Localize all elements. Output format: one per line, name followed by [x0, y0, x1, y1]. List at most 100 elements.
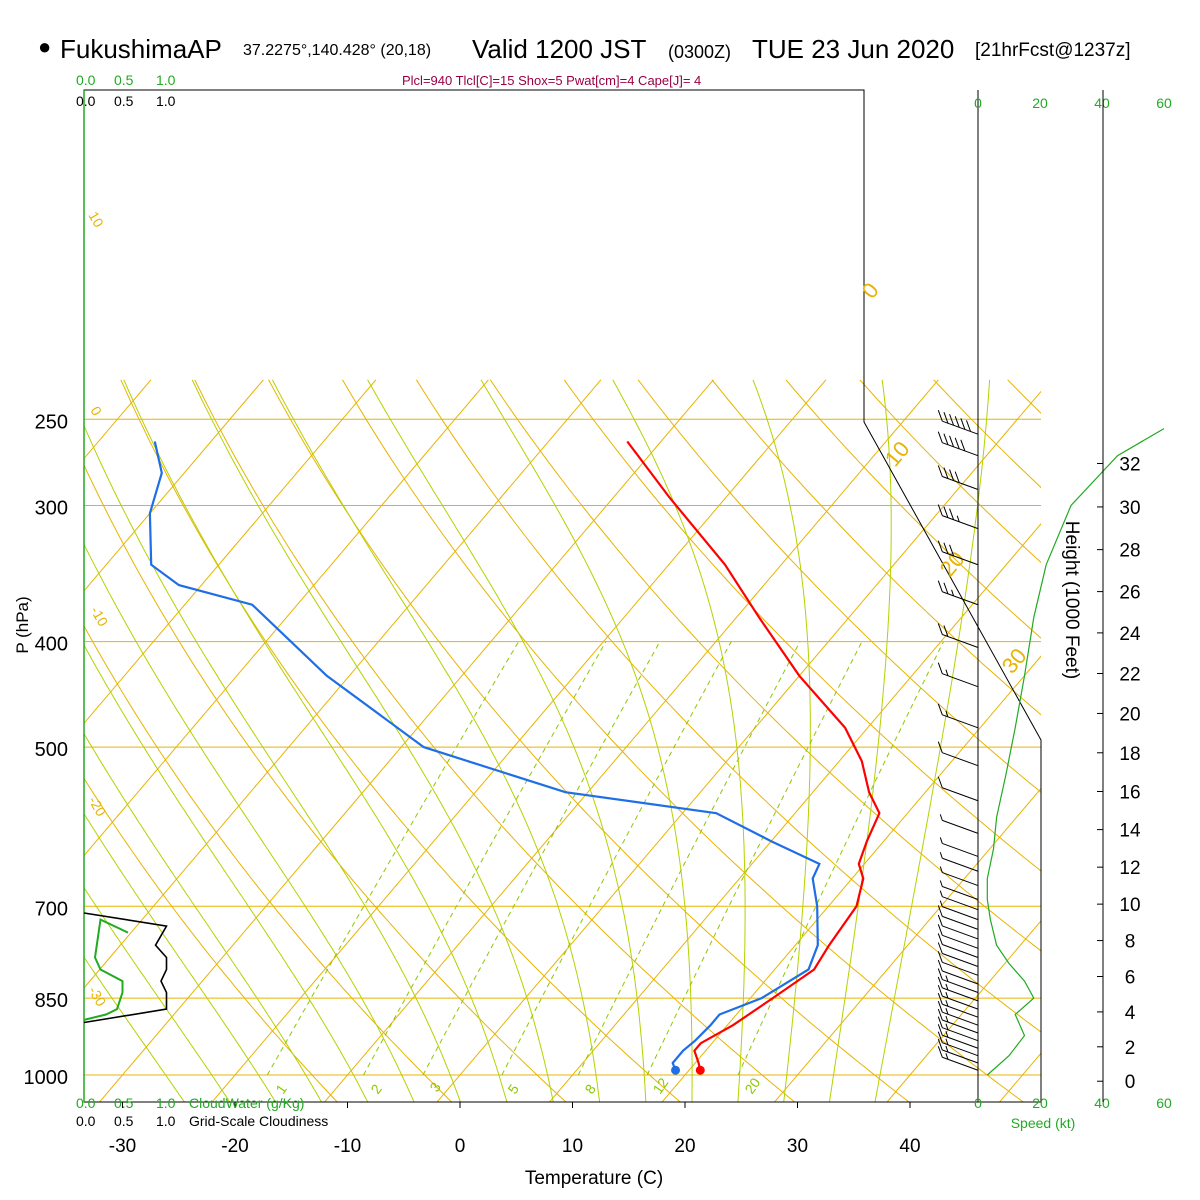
wind-barb-staff — [942, 819, 979, 834]
wind-barb-staff — [942, 995, 979, 1010]
station-coords: 37.2275°,140.428° (20,18) — [243, 42, 432, 59]
height-tick-label: 32 — [1119, 454, 1140, 475]
wind-barb — [937, 976, 979, 1002]
wind-barb-feather — [943, 542, 949, 554]
wind-barb-half-feather — [945, 975, 949, 982]
speed-tick-bottom: 20 — [1032, 1095, 1048, 1111]
wind-barb — [937, 776, 979, 802]
wind-barb-staff — [942, 752, 979, 767]
wind-barb-feather — [937, 465, 943, 477]
x-axis-label: Temperature (C) — [525, 1168, 663, 1189]
wind-barb-half-feather — [951, 589, 955, 596]
wind-barb-staff — [942, 944, 979, 958]
wind-barb-feather — [937, 976, 943, 989]
wind-barb-feather — [949, 414, 955, 426]
wind-barb-feather — [937, 703, 943, 716]
wind-barb-staff — [942, 1056, 979, 1071]
moist-adiabat-line — [480, 379, 693, 1102]
wind-barb-feather — [937, 1038, 943, 1051]
cloudiness-scale-top: 1.0 — [156, 93, 176, 109]
height-tick-label: 10 — [1119, 895, 1140, 916]
isotherm-line — [98, 379, 714, 1102]
wind-barb-staff — [942, 857, 979, 872]
wind-barb-half-feather — [939, 837, 943, 844]
wind-speed-profile — [986, 428, 1165, 1076]
wind-barb-feather — [949, 544, 955, 556]
isotherm-label: -20 — [85, 794, 109, 820]
isotherm-label: 10 — [880, 436, 915, 471]
y-axis-label: P (hPa) — [13, 596, 32, 653]
wind-barb — [937, 741, 979, 767]
wind-barb-feather — [937, 933, 943, 945]
isotherm-label: 0 — [857, 278, 884, 303]
cloudwater-scale-top: 0.5 — [114, 72, 134, 88]
wind-barb — [937, 924, 979, 949]
isotherm-line — [84, 379, 602, 989]
moist-adiabat-line — [123, 379, 508, 1102]
moist-adiabat-line — [191, 379, 554, 1102]
wind-barb-feather — [937, 951, 943, 963]
wind-barb — [937, 984, 979, 1010]
x-tick-label: -20 — [221, 1136, 248, 1157]
dry-adiabat-line — [1082, 380, 1200, 1120]
wind-barb-half-feather — [945, 669, 949, 676]
x-tick-label: 30 — [787, 1136, 808, 1157]
isotherm-label: 0 — [87, 404, 105, 419]
wind-barb-feather — [937, 959, 943, 972]
wind-barb-feather — [937, 1016, 943, 1028]
mixing-ratio-line — [577, 641, 801, 1076]
temperature-surface-dot — [695, 1065, 705, 1075]
wind-barb-feather — [937, 580, 943, 592]
dry-adiabat-line — [120, 379, 682, 1102]
pressure-tick-label: 700 — [35, 898, 68, 920]
height-tick-label: 22 — [1119, 665, 1140, 686]
wind-barb-feather — [937, 540, 943, 552]
height-tick-label: 8 — [1125, 932, 1136, 953]
wind-barb-feather — [937, 504, 943, 516]
wind-barb-feather — [937, 662, 943, 674]
cloudiness-scale-bottom: 0.0 — [76, 1113, 96, 1129]
pressure-tick-label: 850 — [35, 990, 68, 1012]
wind-barb-feather — [954, 416, 960, 428]
dewpoint-trace — [148, 441, 821, 1071]
dry-adiabat-line — [1007, 379, 1041, 414]
wind-barb-half-feather — [945, 992, 949, 999]
wind-barb — [937, 410, 979, 435]
height-tick-label: 2 — [1125, 1038, 1136, 1059]
wind-barb — [937, 1008, 979, 1034]
wind-barb-staff — [942, 1034, 979, 1049]
dry-adiabat-line — [194, 379, 796, 1102]
wind-barb-feather — [949, 508, 955, 520]
isotherm-line — [211, 379, 827, 1102]
wind-barb-feather — [937, 776, 943, 788]
wind-barb — [939, 837, 979, 857]
valid-time: Valid 1200 JST — [472, 34, 647, 64]
cloudwater-profile — [83, 918, 129, 1021]
wind-barb-staff — [942, 925, 979, 940]
wind-barb-staff — [942, 886, 979, 900]
wind-barb-feather — [943, 582, 949, 594]
wind-barb-staff — [942, 1049, 979, 1064]
station-dot: ● — [38, 34, 52, 59]
height-tick-label: 18 — [1119, 744, 1140, 765]
speed-axis-label: Speed (kt) — [1011, 1115, 1076, 1131]
isotherm-line — [323, 379, 939, 1102]
dewpoint-surface-dot — [671, 1065, 681, 1075]
isotherm-line — [84, 379, 152, 460]
isotherm-line — [0, 380, 38, 1120]
cloudiness-profile — [83, 912, 168, 1024]
pressure-tick-label: 250 — [35, 411, 68, 433]
wind-barb-half-feather — [939, 880, 943, 887]
wind-barb-staff — [942, 915, 979, 930]
height-tick-label: 24 — [1119, 624, 1141, 645]
mixing-ratio-label: 20 — [741, 1075, 763, 1097]
isotherm-label: 10 — [85, 209, 107, 231]
wind-barb-feather — [960, 418, 966, 430]
wind-barb-half-feather — [939, 866, 943, 873]
wind-barb-staff — [942, 979, 979, 994]
height-tick-label: 6 — [1125, 967, 1136, 988]
wind-barb-feather — [937, 741, 943, 753]
wind-barb-feather — [960, 439, 966, 452]
dry-adiabat-line — [268, 379, 910, 1102]
wind-barb-half-feather — [939, 900, 943, 907]
